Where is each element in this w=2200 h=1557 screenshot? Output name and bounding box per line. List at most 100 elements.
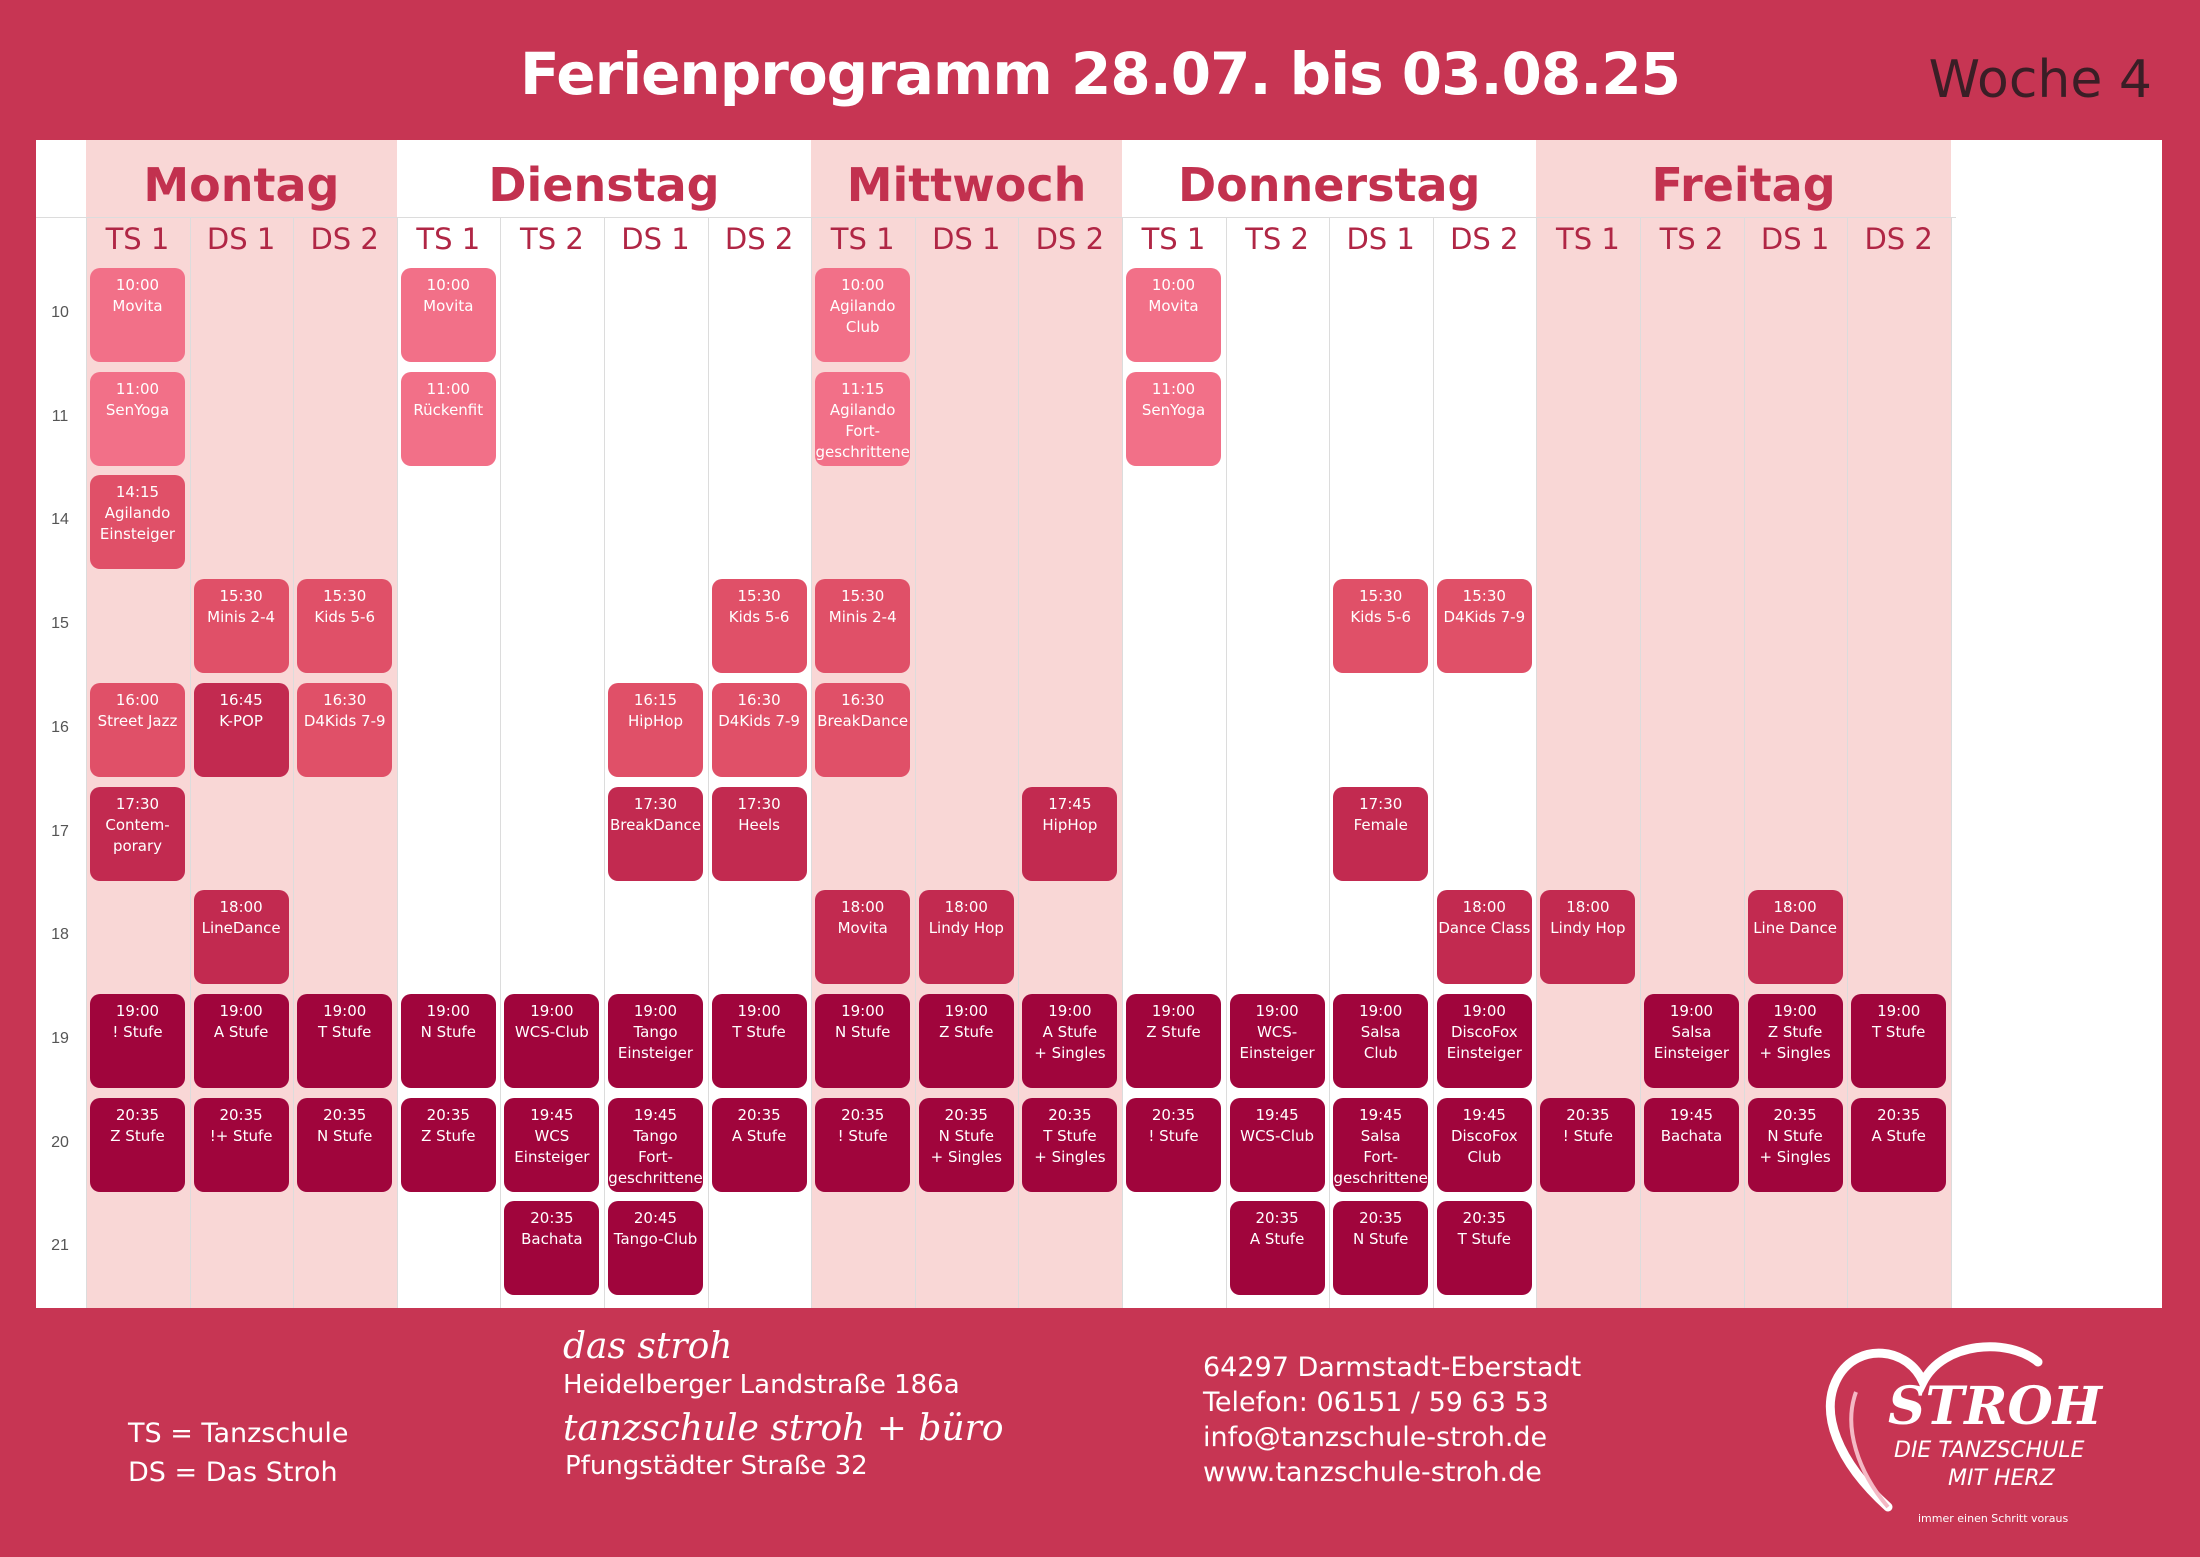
class-block[interactable]: 17:30 Female: [1333, 786, 1429, 881]
class-block[interactable]: 19:00 A Stufe + Singles: [1022, 993, 1118, 1088]
class-block[interactable]: 19:00 Z Stufe + Singles: [1747, 993, 1843, 1088]
class-block[interactable]: 16:00 Street Jazz: [90, 682, 185, 777]
class-block[interactable]: 17:45 HipHop: [1022, 786, 1118, 881]
class-block[interactable]: 20:35 Bachata: [504, 1201, 600, 1296]
class-name: BreakDance: [610, 815, 701, 834]
class-block[interactable]: 19:45 Salsa Fort- geschrittene: [1333, 1097, 1429, 1192]
class-block[interactable]: 19:00 T Stufe: [1851, 993, 1947, 1088]
class-block[interactable]: 18:00 Dance Class: [1436, 890, 1532, 985]
class-block[interactable]: 15:30 Kids 5-6: [297, 579, 393, 674]
class-time: 15:30: [737, 587, 781, 606]
class-block[interactable]: 20:35 ! Stufe: [815, 1097, 911, 1192]
class-block[interactable]: 19:00 ! Stufe: [90, 993, 185, 1088]
class-block[interactable]: 20:35 N Stufe: [1333, 1201, 1429, 1296]
class-block[interactable]: 14:15 Agilando Einsteiger: [90, 475, 185, 570]
class-block[interactable]: 10:00 Movita: [400, 268, 496, 362]
class-block[interactable]: 15:30 Kids 5-6: [1333, 579, 1429, 674]
class-block[interactable]: 20:35 N Stufe + Singles: [1747, 1097, 1843, 1192]
class-name: Tango Einsteiger: [617, 1022, 694, 1062]
class-name: D4Kids 7-9: [718, 711, 800, 730]
class-block[interactable]: 11:00 Rückenfit: [400, 371, 496, 466]
class-block[interactable]: 20:35 Z Stufe: [90, 1097, 185, 1192]
class-block[interactable]: 10:00 Movita: [90, 268, 185, 362]
class-name: Lindy Hop: [1550, 919, 1626, 938]
class-name: K-POP: [219, 711, 263, 730]
class-block[interactable]: 19:00 T Stufe: [297, 993, 393, 1088]
class-block[interactable]: 11:00 SenYoga: [90, 371, 185, 466]
class-name: N Stufe + Singles: [1759, 1126, 1831, 1166]
class-block[interactable]: 20:35 A Stufe: [711, 1097, 807, 1192]
column-divider: [396, 218, 398, 1308]
class-block[interactable]: 16:45 K-POP: [193, 682, 289, 777]
class-block[interactable]: 19:00 Salsa Einsteiger: [1644, 993, 1739, 1088]
class-block[interactable]: 15:30 Minis 2-4: [193, 579, 289, 674]
class-block[interactable]: 19:00 A Stufe: [193, 993, 289, 1088]
class-block[interactable]: 19:00 Salsa Club: [1333, 993, 1429, 1088]
class-block[interactable]: 19:00 T Stufe: [711, 993, 807, 1088]
class-name: HipHop: [628, 711, 683, 730]
class-name: Line Dance: [1753, 919, 1837, 938]
venue1-name: das stroh: [563, 1326, 733, 1367]
class-block[interactable]: 19:00 WCS- Einsteiger: [1229, 993, 1325, 1088]
class-block[interactable]: 20:35 ! Stufe: [1126, 1097, 1221, 1192]
class-block[interactable]: 17:30 BreakDance: [608, 786, 703, 881]
class-block[interactable]: 20:35 Z Stufe: [400, 1097, 496, 1192]
class-time: 19:00: [944, 1001, 988, 1020]
class-block[interactable]: 19:00 N Stufe: [815, 993, 911, 1088]
class-name: T Stufe: [1457, 1230, 1511, 1249]
class-block[interactable]: 20:35 ! Stufe: [1540, 1097, 1636, 1192]
class-block[interactable]: 18:00 LineDance: [193, 890, 289, 985]
class-time: 19:45: [1255, 1105, 1299, 1124]
class-block[interactable]: 19:45 Bachata: [1644, 1097, 1739, 1192]
class-block[interactable]: 20:35 A Stufe: [1229, 1201, 1325, 1296]
class-block[interactable]: 19:45 DiscoFox Club: [1436, 1097, 1532, 1192]
class-block[interactable]: 19:00 Z Stufe: [918, 993, 1014, 1088]
class-block[interactable]: 11:15 Agilando Fort- geschrittene: [815, 371, 911, 466]
class-block[interactable]: 20:35 N Stufe + Singles: [918, 1097, 1014, 1192]
contact-email[interactable]: info@tanzschule-stroh.de: [1203, 1422, 1548, 1453]
class-block[interactable]: 19:45 Tango Fort- geschrittene: [608, 1097, 703, 1192]
class-block[interactable]: 15:30 D4Kids 7-9: [1436, 579, 1532, 674]
class-time: 17:30: [737, 794, 781, 813]
class-block[interactable]: 11:00 SenYoga: [1126, 371, 1221, 466]
class-time: 19:00: [115, 1001, 160, 1020]
contact-web[interactable]: www.tanzschule-stroh.de: [1203, 1457, 1542, 1488]
class-block[interactable]: 19:00 N Stufe: [400, 993, 496, 1088]
class-block[interactable]: 16:30 D4Kids 7-9: [297, 682, 393, 777]
class-block[interactable]: 19:45 WCS Einsteiger: [504, 1097, 600, 1192]
class-block[interactable]: 10:00 Agilando Club: [815, 268, 911, 362]
class-name: N Stufe: [1352, 1230, 1409, 1249]
class-block[interactable]: 20:35 T Stufe: [1436, 1201, 1532, 1296]
class-time: 19:00: [323, 1001, 367, 1020]
class-block[interactable]: 17:30 Heels: [711, 786, 807, 881]
class-block[interactable]: 15:30 Kids 5-6: [711, 579, 807, 674]
class-time: 19:45: [1669, 1105, 1714, 1124]
class-block[interactable]: 16:30 D4Kids 7-9: [711, 682, 807, 777]
class-block[interactable]: 20:35 T Stufe + Singles: [1022, 1097, 1118, 1192]
class-block[interactable]: 19:00 Z Stufe: [1126, 993, 1221, 1088]
class-block[interactable]: 10:00 Movita: [1126, 268, 1221, 362]
class-time: 19:00: [1462, 1001, 1506, 1020]
class-block[interactable]: 19:00 WCS-Club: [504, 993, 600, 1088]
class-block[interactable]: 16:15 HipHop: [608, 682, 703, 777]
class-block[interactable]: 15:30 Minis 2-4: [815, 579, 911, 674]
class-block[interactable]: 18:00 Movita: [815, 890, 911, 985]
class-block[interactable]: 19:00 Tango Einsteiger: [608, 993, 703, 1088]
contact-phone[interactable]: Telefon: 06151 / 59 63 53: [1203, 1387, 1549, 1418]
class-block[interactable]: 20:45 Tango-Club: [608, 1201, 703, 1296]
class-block[interactable]: 20:35 N Stufe: [297, 1097, 393, 1192]
class-block[interactable]: 16:30 BreakDance: [815, 682, 911, 777]
class-block[interactable]: 17:30 Contem- porary: [90, 786, 185, 881]
class-name: A Stufe: [731, 1126, 787, 1145]
class-block[interactable]: 20:35 A Stufe: [1851, 1097, 1947, 1192]
class-block[interactable]: 20:35 !+ Stufe: [193, 1097, 289, 1192]
header-divider: [36, 217, 1956, 218]
class-block[interactable]: 18:00 Lindy Hop: [1540, 890, 1636, 985]
class-block[interactable]: 18:00 Lindy Hop: [918, 890, 1014, 985]
class-time: 20:35: [1462, 1209, 1506, 1228]
class-block[interactable]: 18:00 Line Dance: [1747, 890, 1843, 985]
column-divider: [604, 218, 605, 1308]
class-block[interactable]: 19:45 WCS-Club: [1229, 1097, 1325, 1192]
column-header: TS 1: [830, 222, 895, 256]
class-block[interactable]: 19:00 DiscoFox Einsteiger: [1436, 993, 1532, 1088]
